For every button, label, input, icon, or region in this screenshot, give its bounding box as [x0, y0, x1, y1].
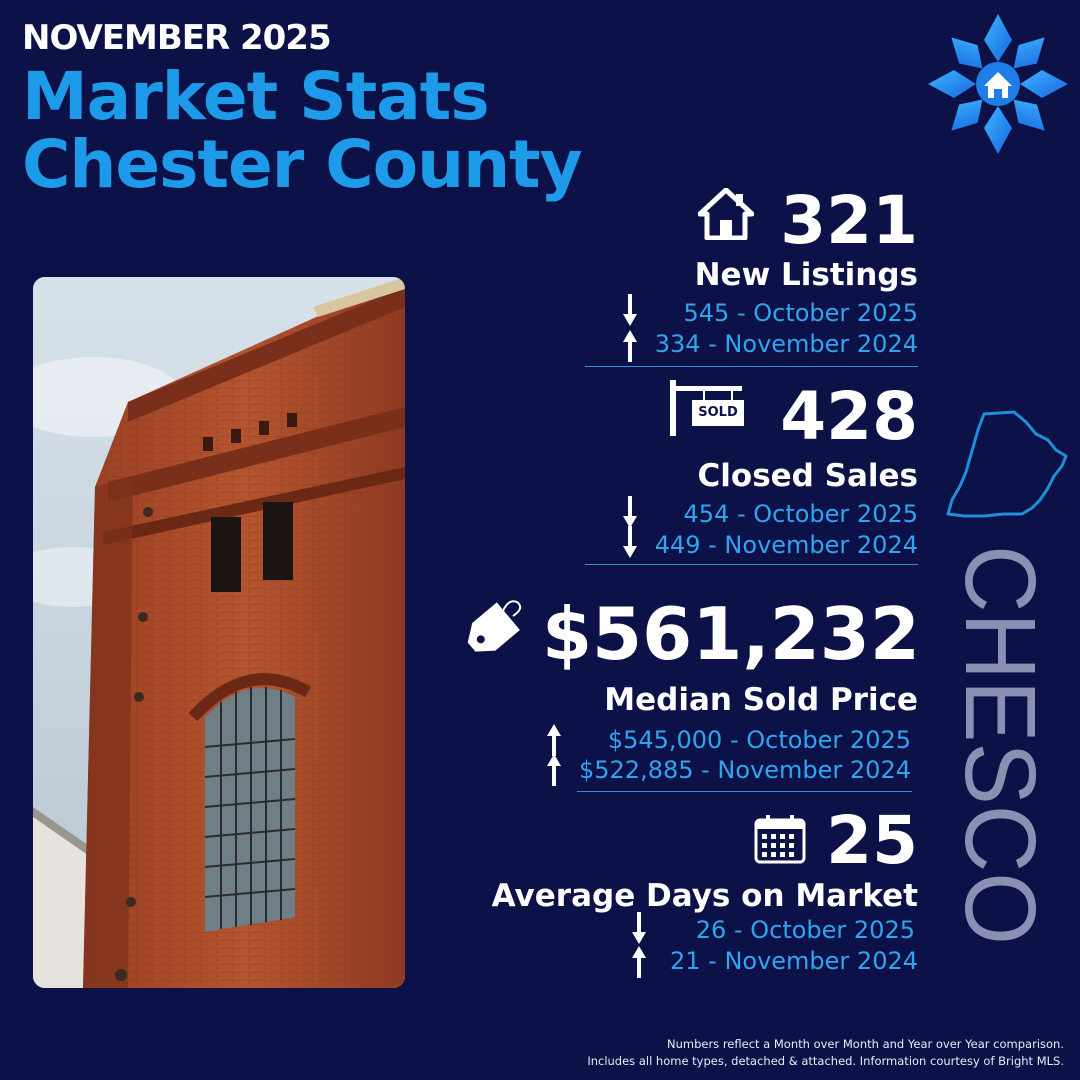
arrow-down-icon — [622, 294, 638, 332]
median-price-label: Median Sold Price — [604, 682, 918, 718]
county-map-icon — [944, 410, 1072, 522]
days-on-market-value: 25 — [826, 802, 918, 879]
footer-line2: Includes all home types, detached & atta… — [587, 1054, 1064, 1068]
closed-sales-value: 428 — [780, 378, 918, 455]
days-on-market-label: Average Days on Market — [491, 878, 918, 914]
new-listings-value: 321 — [780, 182, 918, 259]
calendar-icon — [752, 814, 808, 864]
page-title-line2: Chester County — [22, 126, 583, 203]
new-listings-yoy: 334 - November 2024 — [654, 330, 918, 358]
arrow-up-icon — [546, 752, 562, 790]
svg-text:CHESCO: CHESCO — [944, 545, 1052, 945]
divider — [585, 564, 918, 565]
house-icon — [697, 187, 755, 241]
arrow-down-icon — [622, 526, 638, 564]
closed-sales-yoy: 449 - November 2024 — [654, 531, 918, 559]
median-price-yoy: $522,885 - November 2024 — [579, 756, 911, 784]
arrow-up-icon — [622, 328, 638, 366]
days-on-market-mom: 26 - October 2025 — [695, 916, 915, 944]
closed-sales-label: Closed Sales — [697, 458, 918, 494]
divider — [577, 791, 912, 792]
median-price-value: $561,232 — [541, 592, 920, 676]
report-month: NOVEMBER 2025 — [22, 18, 332, 58]
new-listings-label: New Listings — [694, 257, 918, 293]
sold-sign-icon: SOLD — [666, 378, 746, 438]
footer-line1: Numbers reflect a Month over Month and Y… — [666, 1037, 1064, 1051]
divider — [585, 366, 918, 367]
footer-disclaimer: Numbers reflect a Month over Month and Y… — [587, 1036, 1064, 1070]
closed-sales-mom: 454 - October 2025 — [683, 500, 918, 528]
brand-logo-icon — [928, 14, 1068, 154]
chesco-watermark: CHESCO — [942, 545, 1056, 945]
arrow-down-icon — [622, 496, 638, 534]
arrow-down-icon — [631, 912, 647, 950]
brick-building-photo — [33, 277, 405, 988]
sold-sign-text: SOLD — [698, 405, 738, 420]
arrow-up-icon — [546, 722, 562, 760]
new-listings-mom: 545 - October 2025 — [683, 299, 918, 327]
arrow-up-icon — [631, 944, 647, 982]
page-title-line1: Market Stats — [22, 58, 490, 135]
price-tag-icon — [455, 596, 527, 668]
median-price-mom: $545,000 - October 2025 — [607, 726, 911, 754]
days-on-market-yoy: 21 - November 2024 — [669, 947, 918, 975]
